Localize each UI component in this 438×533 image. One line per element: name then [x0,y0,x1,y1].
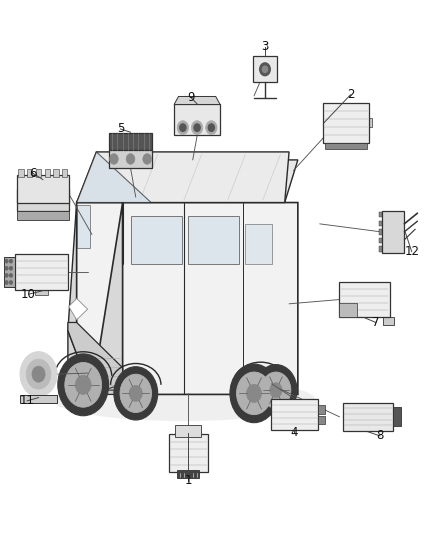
Circle shape [5,281,8,284]
FancyBboxPatch shape [323,102,369,142]
FancyBboxPatch shape [253,56,277,82]
FancyBboxPatch shape [27,169,32,177]
FancyBboxPatch shape [379,246,382,252]
Circle shape [5,274,8,277]
FancyBboxPatch shape [169,434,208,472]
Circle shape [247,384,261,402]
FancyBboxPatch shape [326,118,331,127]
Text: 1: 1 [184,474,192,487]
Polygon shape [131,216,182,264]
Polygon shape [77,160,298,203]
FancyBboxPatch shape [325,142,367,149]
Circle shape [10,281,12,284]
Polygon shape [174,96,220,104]
Polygon shape [245,224,272,264]
FancyBboxPatch shape [17,189,69,211]
Circle shape [10,260,12,263]
Circle shape [261,372,291,408]
Circle shape [20,352,57,397]
Circle shape [191,120,203,134]
Circle shape [5,260,8,263]
Polygon shape [68,322,123,394]
Text: 10: 10 [21,288,36,301]
FancyBboxPatch shape [318,405,325,414]
Circle shape [230,364,278,423]
Circle shape [26,359,51,389]
Circle shape [129,385,142,401]
Circle shape [65,362,102,407]
Text: 3: 3 [261,41,268,53]
FancyBboxPatch shape [382,211,404,253]
FancyBboxPatch shape [17,211,69,220]
Circle shape [237,372,272,415]
Circle shape [58,354,109,416]
Circle shape [5,266,8,270]
FancyBboxPatch shape [271,399,318,430]
Polygon shape [77,205,90,248]
Polygon shape [68,203,123,394]
Circle shape [143,154,152,164]
Circle shape [120,374,152,413]
Polygon shape [69,298,88,320]
FancyBboxPatch shape [53,169,59,177]
FancyBboxPatch shape [379,238,382,243]
Polygon shape [188,216,239,264]
Ellipse shape [53,378,315,421]
Polygon shape [77,152,289,203]
FancyBboxPatch shape [18,169,24,177]
Circle shape [206,120,217,134]
Circle shape [260,63,270,76]
FancyBboxPatch shape [36,169,41,177]
Text: 11: 11 [20,394,35,407]
Polygon shape [77,152,151,203]
FancyBboxPatch shape [15,254,68,290]
Circle shape [177,120,188,134]
FancyBboxPatch shape [318,416,325,424]
FancyBboxPatch shape [393,407,401,426]
FancyBboxPatch shape [174,104,220,135]
FancyBboxPatch shape [35,290,48,295]
Circle shape [10,274,12,277]
Polygon shape [68,203,298,394]
FancyBboxPatch shape [17,175,69,203]
Circle shape [194,124,200,131]
Circle shape [126,154,135,164]
Text: 2: 2 [346,88,354,101]
Text: 9: 9 [187,91,194,103]
Circle shape [10,266,12,270]
FancyBboxPatch shape [339,303,357,317]
FancyBboxPatch shape [339,282,390,317]
Circle shape [208,124,215,131]
FancyBboxPatch shape [379,229,382,235]
Circle shape [114,367,158,420]
Text: 8: 8 [377,430,384,442]
Text: 5: 5 [117,123,124,135]
Text: 7: 7 [372,316,380,329]
FancyBboxPatch shape [109,133,152,150]
FancyBboxPatch shape [4,257,15,287]
Text: 6: 6 [29,167,37,180]
Circle shape [75,375,91,394]
FancyBboxPatch shape [20,395,57,403]
FancyBboxPatch shape [379,221,382,226]
FancyBboxPatch shape [109,150,152,167]
Circle shape [32,366,45,382]
FancyBboxPatch shape [343,403,393,431]
Polygon shape [68,384,123,394]
Circle shape [262,66,268,72]
Circle shape [255,365,297,416]
FancyBboxPatch shape [383,317,394,325]
FancyBboxPatch shape [45,169,50,177]
Circle shape [270,383,282,398]
Text: 4: 4 [290,426,298,439]
FancyBboxPatch shape [177,470,199,478]
FancyBboxPatch shape [175,425,201,437]
FancyBboxPatch shape [379,212,382,217]
FancyBboxPatch shape [366,118,371,127]
Circle shape [180,124,186,131]
Text: 12: 12 [404,245,419,258]
Circle shape [110,154,118,164]
FancyBboxPatch shape [62,169,67,177]
